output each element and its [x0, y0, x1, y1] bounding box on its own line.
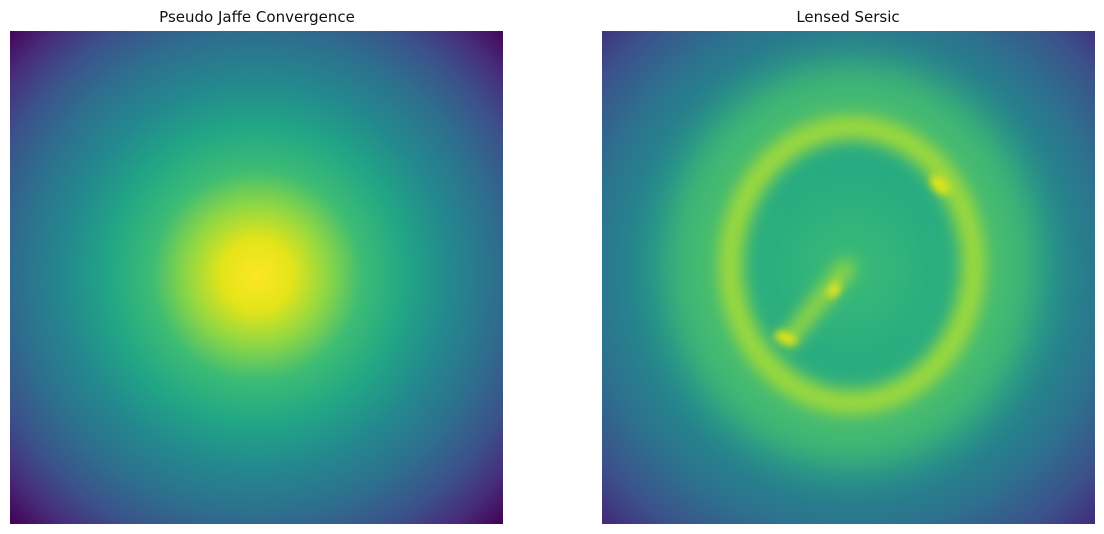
panel-title: Pseudo Jaffe Convergence: [159, 8, 355, 26]
lensed-image: [602, 31, 1095, 524]
panel-title: Lensed Sersic: [796, 8, 899, 26]
convergence-image: [10, 31, 503, 524]
